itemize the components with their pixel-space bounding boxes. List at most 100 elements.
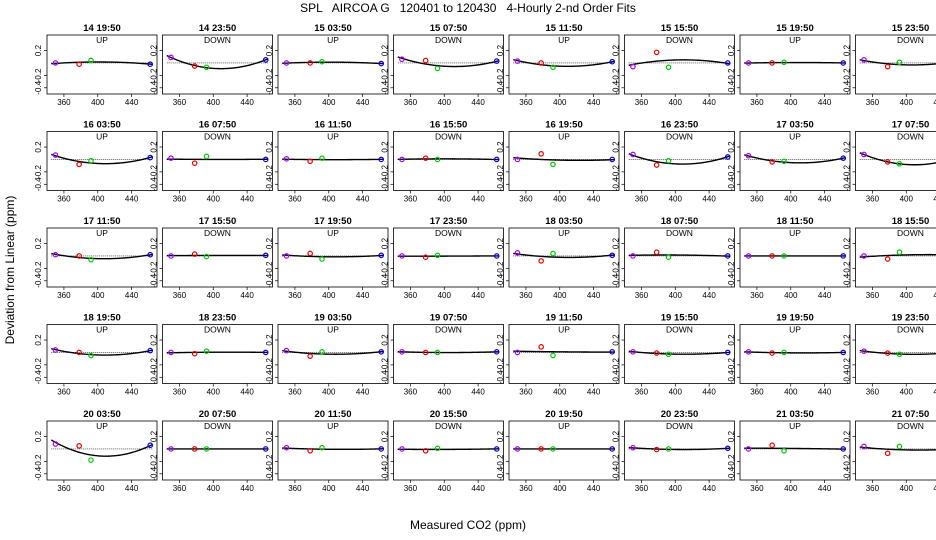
standard-point [147,251,154,258]
standard-point [191,251,198,257]
y-tick-label: -0.2 [150,68,159,82]
panel-title: 15 19:50 [776,23,814,34]
y-tick-label: 0.2 [612,141,621,153]
y-tick-label: 0.2 [265,334,274,346]
panel-title: 17 19:50 [314,216,352,227]
y-tick-label: -0.4 [381,273,390,287]
x-tick-label: 440 [933,195,936,204]
standard-point [514,58,521,64]
panel-title: 16 07:50 [199,120,237,131]
y-tick-label: -0.4 [496,80,505,94]
y-tick-label: -0.4 [265,80,274,94]
panel-frame [739,420,851,481]
x-tick-label: 440 [471,388,485,397]
fit-curve [397,158,500,161]
fit-curve [397,351,500,354]
fit-curve [51,348,153,356]
x-tick-label: 400 [553,291,567,300]
standard-point [861,348,867,355]
y-tick-label: -0.4 [727,177,736,191]
x-tick-label: 440 [240,291,254,300]
standard-point [88,256,94,263]
standard-point [609,58,616,65]
standard-point [378,446,385,452]
y-tick-label: -0.2 [150,454,159,468]
fit-curve [859,446,936,451]
standard-point [52,60,59,66]
panel-mode-label: DOWN [204,421,231,431]
y-tick-label: -0.4 [381,80,390,94]
x-tick-label: 360 [57,484,71,493]
x-tick-label: 440 [125,291,139,300]
fit-curve [859,253,936,258]
standard-point [203,446,210,452]
standard-point [781,158,787,165]
x-tick-label: 360 [173,195,187,204]
y-tick-label: -0.2 [843,164,852,178]
y-tick-label: 0.2 [612,44,621,56]
x-tick-label: 360 [750,388,764,397]
standard-point [538,258,544,264]
standard-point [399,349,405,355]
y-tick-label: 0.2 [381,334,390,346]
panel-frame [624,34,735,95]
y-tick-label: -0.4 [265,466,274,480]
standard-point [840,155,847,162]
standard-point [319,58,325,65]
standard-point [861,57,867,63]
x-tick-label: 360 [404,388,418,397]
standard-point [168,446,174,452]
x-tick-label: 400 [784,98,798,107]
standard-point [168,253,174,259]
standard-point [861,443,867,450]
y-tick-label: -0.2 [843,357,852,371]
panel-mode-label: DOWN [204,35,231,45]
panel-mode-label: UP [558,228,570,238]
x-tick-label: 440 [356,291,370,300]
panel-frame [46,131,158,191]
standard-point [665,351,672,358]
standard-point [781,448,787,454]
fit-curve [282,61,384,65]
y-tick-label: -0.4 [843,177,852,191]
y-tick-label: 0.2 [265,141,274,153]
panel-frame [855,131,936,191]
y-tick-label: -0.2 [34,261,43,275]
standard-point [514,156,521,163]
standard-point [307,250,313,257]
x-tick-label: 360 [635,195,649,204]
x-tick-label: 400 [784,388,798,397]
y-tick-label: -0.2 [381,164,390,178]
y-tick-label: -0.2 [612,68,621,82]
standard-point [191,350,198,357]
x-tick-label: 400 [669,484,683,493]
panel-title: 18 11:50 [777,216,814,227]
standard-point [630,63,636,70]
panel-title: 17 03:50 [776,120,814,131]
y-tick-label: 0.2 [843,237,852,249]
x-tick-label: 400 [784,291,798,300]
panel-title: 18 23:50 [199,313,237,324]
panel-frame [624,420,735,481]
standard-point [550,352,556,359]
panel-title: 19 15:50 [661,313,699,324]
x-tick-label: 360 [635,388,649,397]
standard-point [52,251,59,258]
standard-point [378,60,385,67]
panel-title: 16 19:50 [545,120,583,131]
x-tick-label: 360 [288,291,302,300]
x-tick-label: 400 [553,484,567,493]
y-tick-label: 0.2 [381,237,390,249]
x-tick-label: 360 [635,98,649,107]
standard-point [262,156,269,163]
standard-point [283,347,290,354]
y-tick-label: 0.2 [843,430,852,442]
y-tick-label: 0.2 [381,430,390,442]
